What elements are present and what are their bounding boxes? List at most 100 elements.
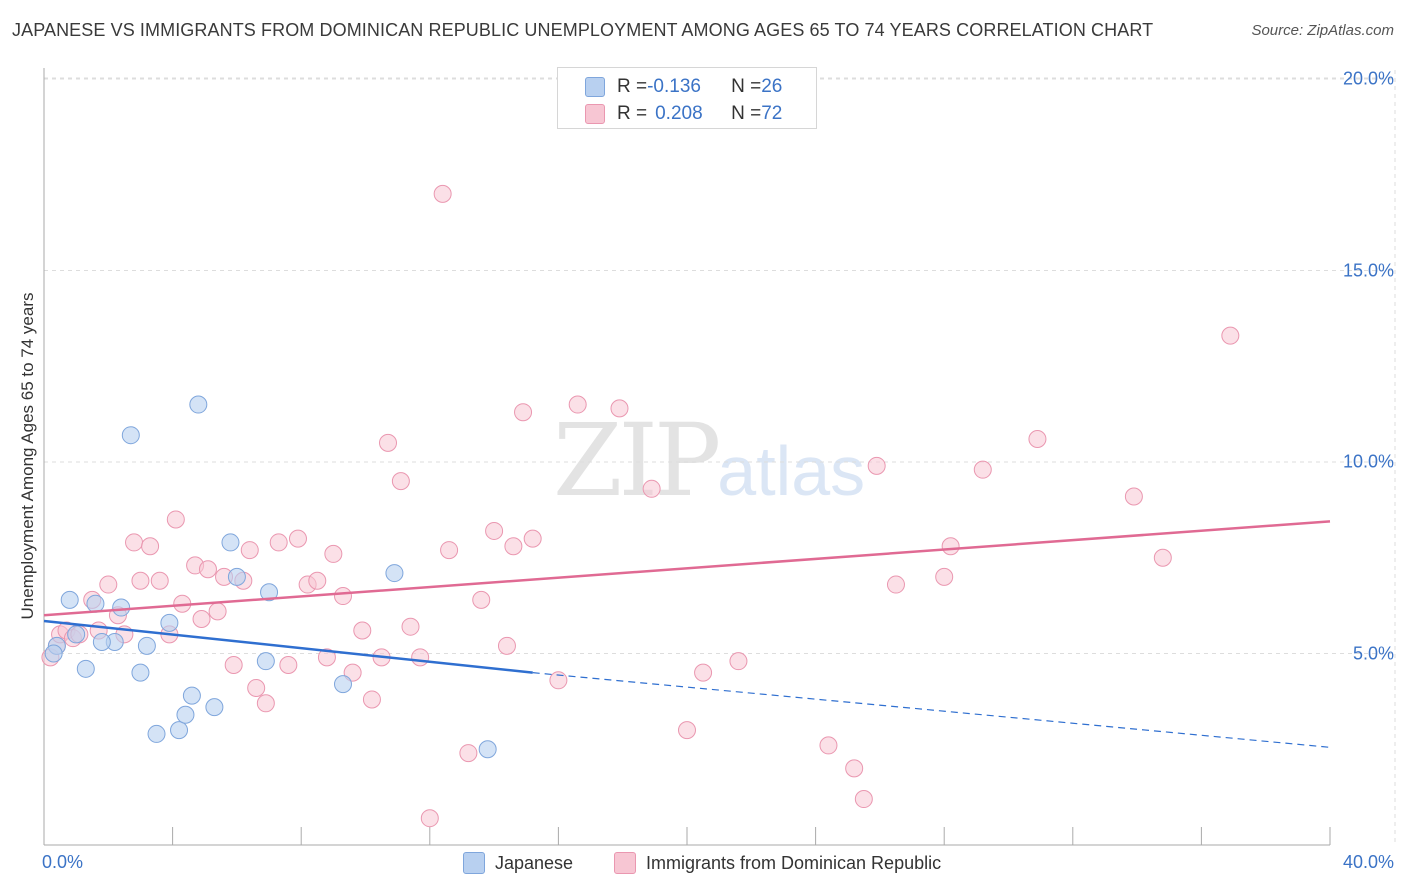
dominican-point bbox=[440, 541, 459, 560]
y-tick-label: 5.0% bbox=[1352, 643, 1394, 663]
japanese-point bbox=[189, 395, 208, 414]
dominican-point bbox=[1221, 326, 1240, 345]
dominican-point bbox=[694, 663, 713, 682]
dominican-point bbox=[99, 575, 118, 594]
dominican-point bbox=[549, 671, 568, 690]
japanese-point bbox=[92, 633, 111, 652]
legend-n-label: N = bbox=[731, 103, 762, 124]
dominican-point bbox=[256, 694, 275, 713]
y-tick-label: 20.0% bbox=[1342, 68, 1394, 89]
dominican-point bbox=[317, 648, 336, 667]
legend-n-value: 72 bbox=[761, 103, 783, 124]
watermark-zip: ZIP bbox=[553, 402, 721, 519]
dominican-point bbox=[166, 510, 185, 529]
dominican-point bbox=[819, 736, 838, 755]
dominican-point bbox=[504, 537, 523, 556]
japanese-point bbox=[147, 724, 166, 743]
japanese-points bbox=[44, 395, 497, 759]
japanese-point bbox=[67, 625, 86, 644]
japanese-point bbox=[44, 644, 63, 663]
japanese-point bbox=[385, 564, 404, 583]
y-axis-label: Unemployment Among Ages 65 to 74 years bbox=[18, 292, 37, 620]
gridlines bbox=[44, 70, 1396, 845]
dominican-point bbox=[343, 663, 362, 682]
legend-n-value: 26 bbox=[761, 76, 783, 97]
legend-n-label: N = bbox=[731, 76, 762, 97]
japanese-trend-extension bbox=[532, 672, 1331, 748]
legend-r-label: R = bbox=[617, 76, 648, 97]
dominican-point bbox=[279, 655, 298, 674]
source-label: Source: ZipAtlas.com bbox=[1251, 22, 1394, 39]
japanese-point bbox=[256, 652, 275, 671]
dominican-point bbox=[131, 571, 150, 590]
dominican-point bbox=[198, 560, 217, 579]
dominican-point bbox=[854, 790, 873, 809]
dominican-point bbox=[497, 636, 516, 655]
y-tick-label: 10.0% bbox=[1342, 451, 1394, 472]
dominican-point bbox=[362, 690, 381, 709]
dominican-point bbox=[642, 479, 661, 498]
japanese-swatch bbox=[585, 77, 605, 97]
axes bbox=[43, 68, 1331, 846]
legend-r-value: 0.208 bbox=[655, 103, 703, 124]
japanese-point bbox=[221, 533, 240, 552]
japanese-point bbox=[227, 567, 246, 586]
japanese-legend-label: Japanese bbox=[495, 852, 574, 873]
dominican-swatch bbox=[585, 104, 605, 124]
dominican-point bbox=[150, 571, 169, 590]
dominican-point bbox=[411, 648, 430, 667]
legend-row-dominican: R = 0.208 N = 72 bbox=[585, 102, 782, 126]
japanese-point bbox=[121, 426, 140, 445]
japanese-point bbox=[76, 659, 95, 678]
dominican-point bbox=[523, 529, 542, 548]
dominican-point bbox=[514, 403, 533, 422]
japanese-point bbox=[86, 594, 105, 613]
dominican-point bbox=[192, 610, 211, 629]
dominican-point bbox=[247, 678, 266, 697]
dominican-point bbox=[240, 541, 259, 560]
dominican-point bbox=[568, 395, 587, 414]
dominican-legend-label: Immigrants from Dominican Republic bbox=[646, 852, 942, 873]
japanese-legend-swatch bbox=[463, 852, 485, 874]
dominican-point bbox=[729, 652, 748, 671]
dominican-point bbox=[433, 184, 452, 203]
japanese-trend-line bbox=[43, 619, 533, 674]
dominican-point bbox=[886, 575, 905, 594]
dominican-point bbox=[269, 533, 288, 552]
dominican-point bbox=[935, 567, 954, 586]
japanese-point bbox=[170, 721, 189, 740]
dominican-point bbox=[333, 587, 352, 606]
dominican-legend-swatch bbox=[614, 852, 636, 874]
y-tick-label: 15.0% bbox=[1342, 260, 1394, 280]
legend-r-value: -0.136 bbox=[647, 76, 701, 97]
dominican-point bbox=[1124, 487, 1143, 506]
dominican-point bbox=[472, 590, 491, 609]
japanese-point bbox=[60, 590, 79, 609]
dominican-point bbox=[845, 759, 864, 778]
dominican-point bbox=[379, 433, 398, 452]
legend-item-dominican: Immigrants from Dominican Republic bbox=[614, 852, 941, 874]
dominican-point bbox=[224, 655, 243, 674]
dominican-point bbox=[208, 602, 227, 621]
japanese-point bbox=[182, 686, 201, 705]
dominican-point bbox=[308, 571, 327, 590]
x-tick-label-min: 0.0% bbox=[42, 852, 84, 872]
japanese-point bbox=[205, 698, 224, 717]
dominican-point bbox=[391, 472, 410, 491]
dominican-point bbox=[485, 521, 504, 540]
correlation-legend: R = -0.136 N = 26 R = 0.208 N = 72 bbox=[557, 67, 817, 129]
japanese-point bbox=[131, 663, 150, 682]
dominican-point bbox=[141, 537, 160, 556]
trend-lines bbox=[43, 520, 1331, 748]
dominican-point bbox=[941, 537, 960, 556]
dominican-point bbox=[678, 721, 696, 740]
watermark-atlas: atlas bbox=[717, 432, 866, 510]
dominican-point bbox=[401, 617, 420, 636]
dominican-points bbox=[41, 184, 1240, 828]
dominican-point bbox=[288, 529, 307, 548]
dominican-point bbox=[125, 533, 144, 552]
dominican-trend-line bbox=[43, 520, 1331, 617]
dominican-point bbox=[353, 621, 372, 640]
japanese-point bbox=[137, 636, 156, 655]
